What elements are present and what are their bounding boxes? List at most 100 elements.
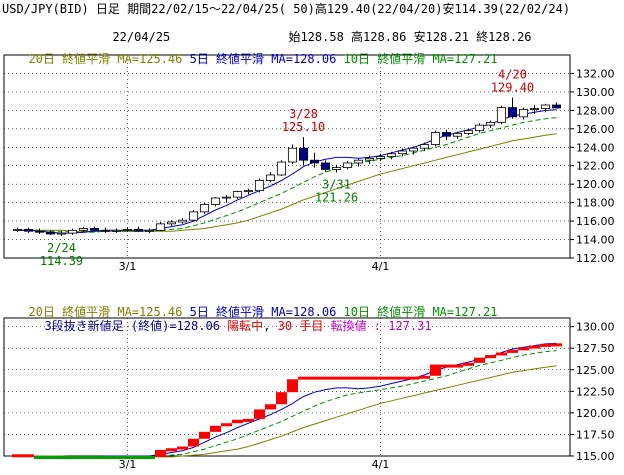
kagi-brick [463,362,474,366]
candle-body [56,232,67,235]
candle-body [100,229,111,232]
candle-body [210,197,221,205]
candle-body [474,124,485,132]
current-date: 22/04/25 [112,30,171,44]
y-tick-label: 118.00 [576,197,615,210]
y-tick-label: 120.00 [576,178,615,191]
annotation-value: 129.40 [491,80,534,94]
candle-body [144,229,155,232]
candle-body [309,159,320,164]
annotation-value: 114.39 [40,254,83,268]
candle-body [155,223,166,231]
candle-body [287,147,298,163]
annotation-value: 121.26 [315,191,358,205]
candle-body [45,231,56,235]
kagi-brick-series [12,343,562,459]
kagi-status-count: 30 手目 [277,319,324,333]
annotation-date: 3/31 [322,178,351,192]
kagi-brick [232,419,243,424]
candle-body [353,159,364,164]
candle-body [496,107,507,123]
kagi-brick [12,454,23,458]
kagi-brick [353,376,364,380]
candle-body [67,229,78,234]
y-tick-label: 127.50 [576,342,615,355]
kagi-status-label: 3段抜き新値足 (終値)=128.06 [44,319,220,333]
price-x-axis: 3/1 4/1 [119,260,390,273]
kagi-brick [210,425,221,432]
candle-body [166,221,177,225]
candle-body [12,228,23,231]
current-ohlc: 始128.58 高128.86 安128.21 終128.26 [288,30,532,44]
candle-body [419,144,430,149]
kagi-brick [78,456,89,459]
price-y-axis: 112.00 114.00 116.00 118.00 120.00 122.00 124.… [570,67,615,265]
kagi-brick [276,392,287,405]
annotation-value: 125.10 [282,120,325,134]
kagi-brick [221,423,232,427]
chart-header-line2: 22/04/25 始128.58 高128.86 安128.21 終128.26 [2,16,532,44]
kagi-brick [89,456,100,459]
legend-ma20: 20日 終値平滑 MA=125.46 [28,305,183,319]
candle-body [320,162,331,170]
kagi-brick [177,446,188,450]
legend-ma10: 10日 終値平滑 MA=127.21 [343,305,498,319]
kagi-panel: 115.00 117.50 120.00 122.50 125.00 127.50 130.… [3,317,615,471]
y-tick-label: 122.50 [576,385,615,398]
kagi-brick [45,456,56,459]
legend-ma10: 10日 終値平滑 MA=127.21 [343,52,498,66]
candle-body [232,191,243,198]
candle-body [518,109,529,118]
kagi-brick [111,456,122,459]
kagi-status: 3段抜き新値足 (終値)=128.06 陽転中, 30 手目 転換値 : 127… [44,319,432,333]
candle-body [111,229,122,232]
kagi-brick [309,376,320,380]
candle-body [430,132,441,145]
y-tick-label: 116.00 [576,215,615,228]
candle-body [375,156,386,159]
candle-body [463,130,474,134]
annotation-date: 2/24 [47,241,76,255]
y-tick-label: 120.00 [576,407,615,420]
kagi-brick [551,343,562,347]
kagi-brick [122,456,133,459]
y-tick-label: 125.00 [576,364,615,377]
kagi-brick [298,376,309,380]
candle-body [441,132,452,137]
x-tick-label: 3/1 [119,458,137,471]
legend-ma5: 5日 終値平滑 MA=128.06 [189,305,337,319]
candle-body [529,108,540,110]
y-tick-label: 115.00 [576,450,615,463]
kagi-brick [155,449,166,457]
kagi-brick [144,456,155,459]
candle-body [254,180,265,192]
kagi-brick [474,357,485,363]
kagi-brick [408,376,419,380]
candle-body [397,150,408,155]
candle-body [34,230,45,233]
kagi-x-axis: 3/1 4/1 [119,458,390,471]
annotation-date: 3/28 [289,107,318,121]
kagi-brick [507,349,518,353]
kagi-brick [386,376,397,380]
kagi-y-axis: 115.00 117.50 120.00 122.50 125.00 127.50 130.… [570,321,615,463]
kagi-status-turn: 転換値 : 127.31 [330,319,432,333]
candle-body [298,147,309,161]
kagi-brick [518,347,529,351]
candle-body [364,157,375,161]
y-tick-label: 126.00 [576,123,615,136]
kagi-brick [56,456,67,459]
kagi-brick [199,431,210,439]
candle-body [133,228,144,232]
y-tick-label: 124.00 [576,141,615,154]
kagi-brick [188,438,199,447]
candle-body [507,107,518,118]
kagi-brick [485,355,496,359]
candle-body [540,104,551,109]
candle-body [243,190,254,193]
kagi-brick [540,343,551,347]
kagi-brick [331,376,342,380]
y-tick-label: 122.00 [576,160,615,173]
